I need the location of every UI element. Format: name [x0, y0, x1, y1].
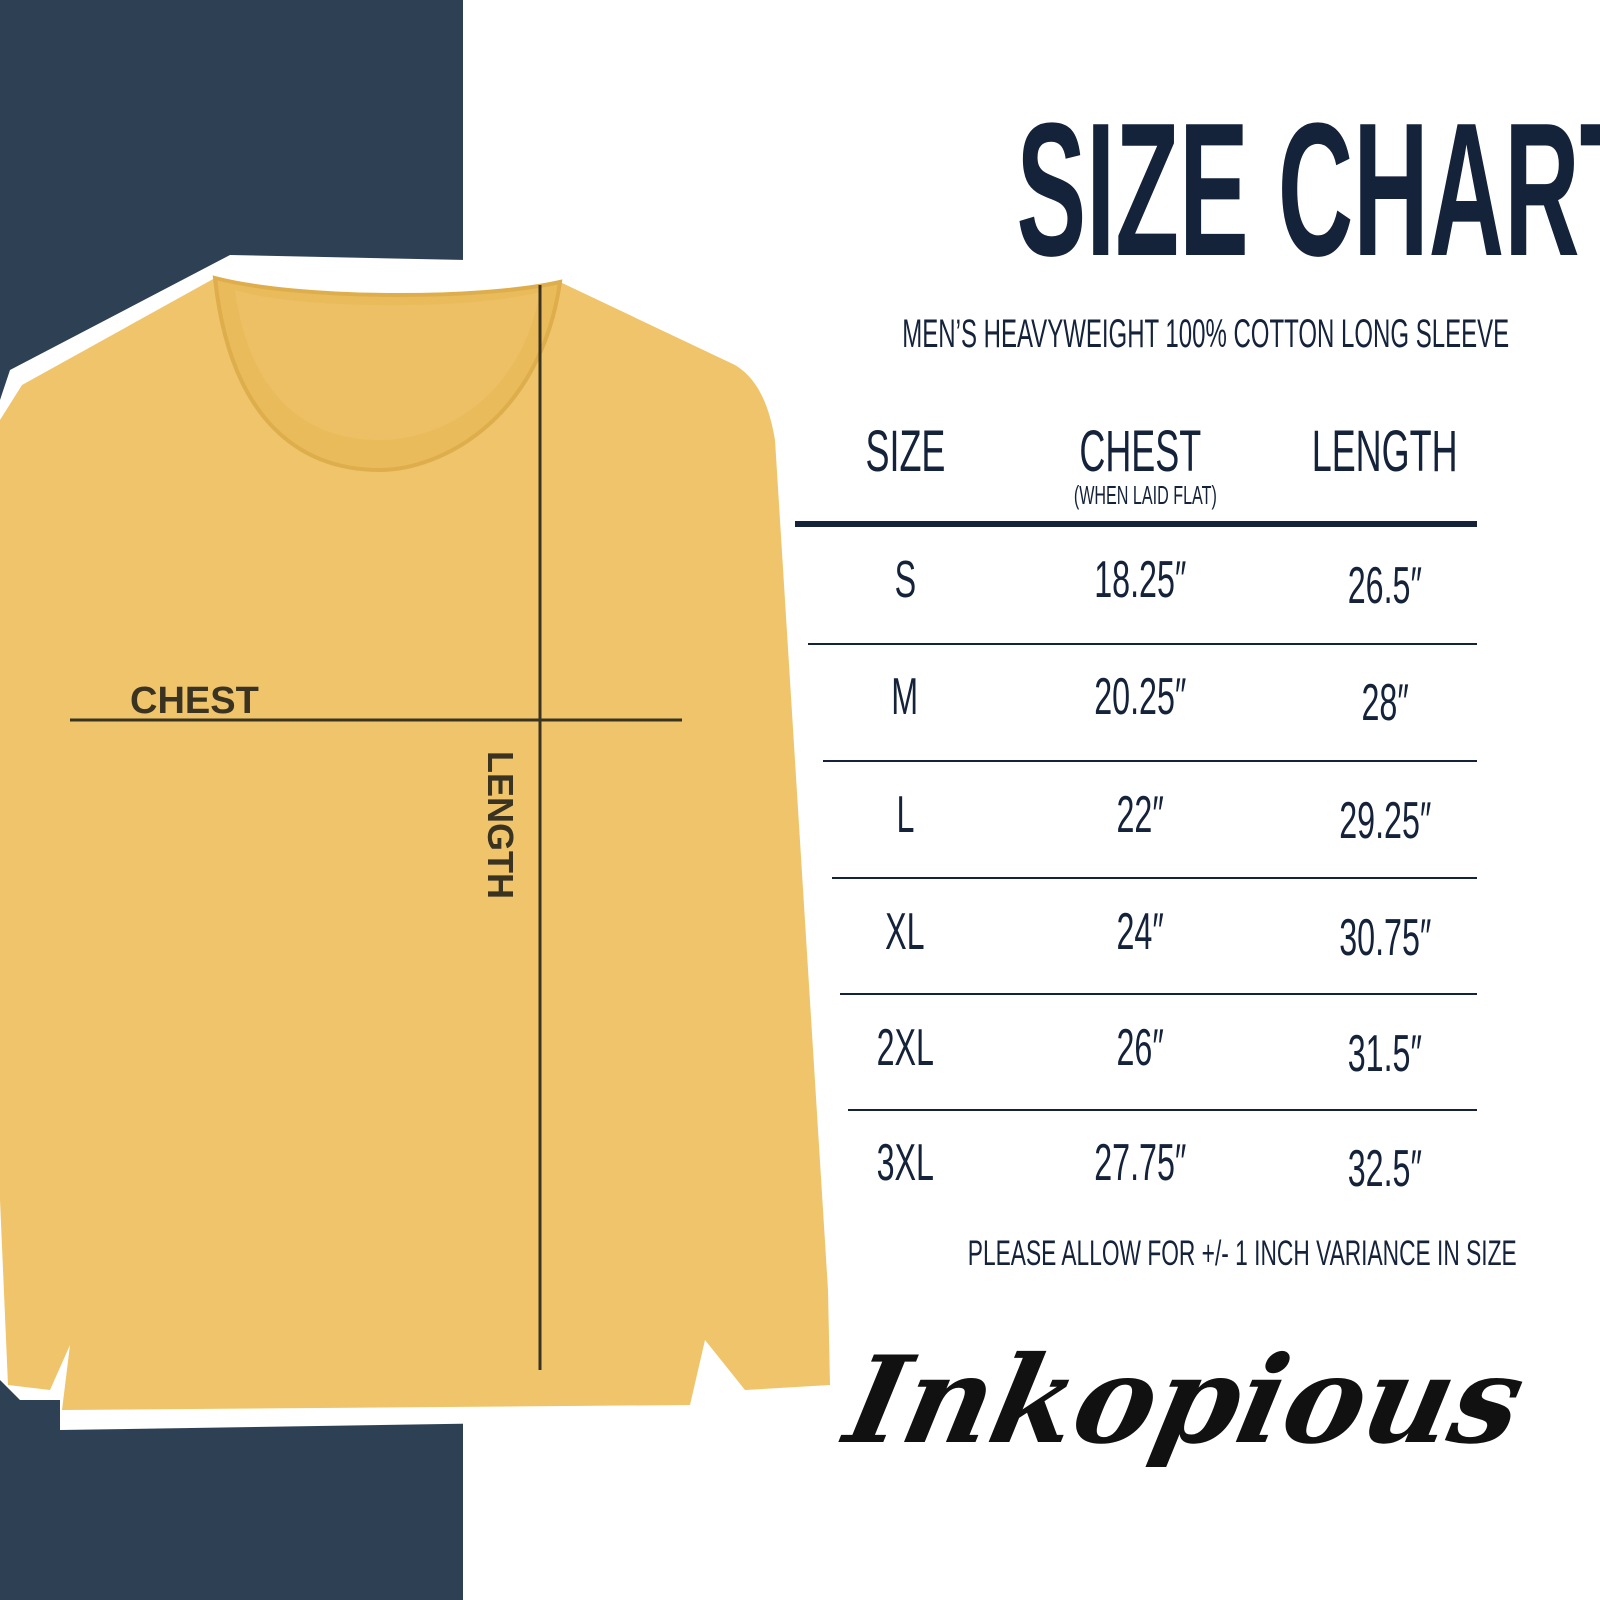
cell-length: 31.5″: [1347, 1025, 1423, 1083]
cell-size: 2XL: [876, 1019, 934, 1077]
row-divider: [840, 993, 1477, 995]
cell-size: S: [894, 551, 916, 609]
page-title: SIZE CHART: [1016, 84, 1600, 296]
header-length: LENGTH: [1312, 419, 1458, 484]
header-size: SIZE: [865, 419, 945, 484]
cell-chest: 18.25″: [1093, 551, 1187, 609]
brand-logo: Inkopious: [835, 1330, 1536, 1471]
length-diagram-label: LENGTH: [480, 751, 521, 899]
cell-chest: 24″: [1116, 903, 1164, 961]
cell-size: XL: [885, 903, 925, 961]
cell-size: M: [891, 668, 919, 726]
shirt-body: [0, 278, 830, 1410]
cell-length: 29.25″: [1338, 792, 1432, 850]
row-divider: [832, 877, 1477, 879]
header-chest: CHEST: [1079, 419, 1201, 484]
row-divider: [808, 643, 1477, 645]
cell-length: 28″: [1361, 674, 1409, 732]
cell-chest: 27.75″: [1093, 1134, 1187, 1192]
cell-size: 3XL: [876, 1134, 934, 1192]
cell-chest: 20.25″: [1093, 668, 1187, 726]
chest-diagram-label: CHEST: [130, 680, 259, 722]
cell-length: 26.5″: [1347, 557, 1423, 615]
cell-size: L: [896, 786, 914, 844]
subtitle: MEN’S HEAVYWEIGHT 100% COTTON LONG SLEEV…: [902, 312, 1510, 356]
variance-note: PLEASE ALLOW FOR +/- 1 INCH VARIANCE IN …: [967, 1234, 1517, 1273]
cell-length: 32.5″: [1347, 1140, 1423, 1198]
cell-chest: 22″: [1116, 786, 1164, 844]
header-chest-sublabel: (WHEN LAID FLAT): [1073, 480, 1217, 510]
shirt-image: [0, 255, 830, 1430]
header-divider: [795, 521, 1477, 527]
row-divider: [848, 1109, 1477, 1111]
cell-chest: 26″: [1116, 1019, 1164, 1077]
row-divider: [823, 760, 1477, 762]
cell-length: 30.75″: [1338, 909, 1432, 967]
